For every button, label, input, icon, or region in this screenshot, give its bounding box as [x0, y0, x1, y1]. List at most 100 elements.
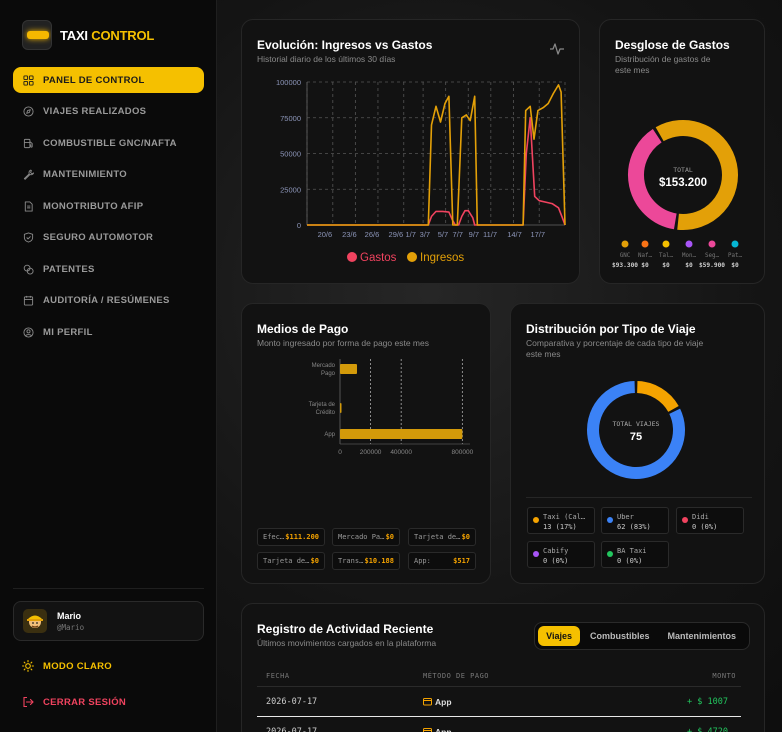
y-tick-label: 0	[297, 221, 301, 230]
activity-icon	[550, 43, 564, 55]
dashboard-icon	[22, 74, 34, 86]
trip-type-legend-item[interactable]: Didi 0 (0%)	[676, 507, 744, 534]
x-tick-label: 3/7	[420, 230, 430, 239]
tab-viajes[interactable]: Viajes	[538, 626, 580, 646]
fuel-icon	[22, 137, 34, 149]
donut-total-label: TOTAL VIAJES	[613, 420, 660, 428]
donut-slice-4[interactable]	[628, 129, 677, 230]
brand-name-part1: TAXI	[60, 27, 88, 43]
sidebar-item-label: PANEL DE CONTROL	[43, 74, 145, 86]
table-row[interactable]: 2026-07-17 App + $ 4720	[257, 716, 741, 732]
legend-label-ingresos[interactable]: Ingresos	[420, 252, 464, 264]
logout-button[interactable]: CERRAR SESIÓN	[22, 696, 126, 708]
tab-mantenimientos[interactable]: Mantenimientos	[667, 631, 736, 641]
sidebar-item-patentes[interactable]: PATENTES	[13, 256, 204, 282]
legend-label: Mon…	[682, 253, 696, 259]
legend-label: Seg…	[705, 253, 719, 259]
pill-label: Mercado Pa…	[338, 533, 385, 541]
series-line-ingresos	[307, 84, 566, 226]
sidebar-item-panel[interactable]: PANEL DE CONTROL	[13, 67, 204, 93]
legend-value: $0	[641, 262, 649, 269]
cell-monto: + $ 4720	[687, 727, 728, 732]
legend-swatch-ingresos	[407, 252, 417, 262]
sidebar-item-label: VIAJES REALIZADOS	[43, 106, 147, 117]
compass-icon	[22, 106, 34, 118]
sidebar-nav: PANEL DE CONTROL VIAJES REALIZADOS COMBUST…	[13, 67, 204, 351]
table-row[interactable]: 2026-07-17 App + $ 1007	[257, 686, 741, 715]
payment-summary-pill: Efec… $111.200	[257, 528, 325, 546]
legend-detail: 0 (0%)	[543, 557, 569, 565]
y-tick-label: Pago	[321, 371, 336, 377]
trip-type-legend-item[interactable]: Uber 62 (83%)	[601, 507, 669, 534]
bar-0[interactable]	[340, 364, 358, 374]
payment-summary-pill: Mercado Pa… $0	[332, 528, 400, 546]
donut-slice-0[interactable]	[636, 381, 679, 413]
donut-slice-0[interactable]	[655, 120, 738, 230]
sidebar-item-mi[interactable]: MI PERFIL	[13, 319, 204, 345]
pill-value: $10.188	[364, 557, 394, 565]
sidebar-item-viajes[interactable]: VIAJES REALIZADOS	[13, 99, 204, 125]
pill-label: Trans…	[338, 557, 364, 565]
legend-label: Cabify	[543, 547, 569, 555]
tab-combustibles[interactable]: Combustibles	[589, 631, 650, 641]
brand-name: TAXI CONTROL	[60, 28, 154, 43]
legend-label-gastos[interactable]: Gastos	[360, 252, 397, 264]
legend-value: $0	[662, 262, 670, 269]
sidebar-item-mantenimiento[interactable]: MANTENIMIENTO	[13, 162, 204, 188]
expenses-donut-chart: TOTAL$153.200GNC$93.300Naf…$0Tal…$0Mon…$…	[612, 120, 742, 269]
sidebar-item-label: COMBUSTIBLE GNC/NAFTA	[43, 137, 177, 149]
legend-dot	[685, 240, 693, 248]
user-name: Mario	[57, 610, 82, 621]
bar-1[interactable]	[340, 403, 342, 413]
legend-label: GNC	[620, 253, 631, 259]
y-tick-label: 25000	[280, 185, 301, 194]
payment-summary-pill: Tarjeta de… $0	[257, 552, 325, 570]
card-subtitle: Monto ingresado por forma de pago este m…	[257, 338, 429, 348]
sidebar-item-label: AUDITORÍA / RESÚMENES	[43, 295, 170, 306]
x-tick-label: 20/6	[318, 230, 333, 239]
sidebar-item-seguro[interactable]: SEGURO AUTOMOTOR	[13, 225, 204, 251]
trip-type-donut-chart: TOTAL VIAJES 75	[587, 381, 685, 479]
card-divider	[526, 497, 752, 498]
theme-toggle-button[interactable]: MODO CLARO	[22, 660, 112, 672]
sidebar-item-label: MI PERFIL	[43, 326, 93, 338]
legend-dot	[641, 240, 649, 248]
legend-label: Naf…	[638, 253, 652, 259]
x-tick-label: 11/7	[483, 230, 497, 239]
x-tick-label: 26/6	[365, 230, 380, 239]
legend-dot	[533, 517, 539, 523]
expenses-breakdown-card: Desglose de Gastos Distribución de gasto…	[599, 19, 765, 284]
column-header-fecha: FECHA	[266, 672, 290, 680]
sidebar-item-monotributo[interactable]: MONOTRIBUTO AFIP	[13, 193, 204, 219]
bar-2[interactable]	[340, 429, 463, 439]
sidebar: TAXI CONTROL PANEL DE CONTROL VIAJES REAL…	[0, 0, 217, 732]
donut-slice-1[interactable]	[587, 381, 685, 479]
card-title: Desglose de Gastos	[615, 38, 730, 52]
card-title: Medios de Pago	[257, 322, 349, 336]
wrench-icon	[22, 169, 34, 181]
sidebar-item-label: PATENTES	[43, 263, 95, 275]
trip-type-legend-item[interactable]: BA Taxi 0 (0%)	[601, 541, 669, 568]
sidebar-item-auditoría[interactable]: AUDITORÍA / RESÚMENES	[13, 288, 204, 314]
brand-logo[interactable]: TAXI CONTROL	[22, 20, 154, 50]
user-card[interactable]: Mario @Mario	[13, 601, 204, 641]
shield-icon	[22, 232, 34, 244]
recent-activity-card: Registro de Actividad Reciente Últimos m…	[241, 603, 765, 732]
card-subtitle: Distribución de gastos de este mes	[615, 54, 710, 76]
trip-type-legend-item[interactable]: Cabify 0 (0%)	[527, 541, 595, 568]
cell-metodo: App	[423, 697, 452, 707]
payment-summary-pill: Trans… $10.188	[332, 552, 400, 570]
donut-total-label: TOTAL	[673, 166, 693, 174]
payment-methods-chart: 0 200000 400000 800000 Mercado Pago Tarjeta de…	[309, 359, 474, 456]
trip-type-legend-item[interactable]: Taxi (Cal… 13 (17%)	[527, 507, 595, 534]
legend-dot	[708, 240, 716, 248]
x-tick-label: 800000	[452, 449, 474, 456]
sidebar-item-combustible[interactable]: COMBUSTIBLE GNC/NAFTA	[13, 130, 204, 156]
legend-detail: 0 (0%)	[617, 557, 643, 565]
legend-dot	[607, 551, 613, 557]
pill-value: $0	[385, 533, 394, 541]
pill-value: $517	[453, 557, 470, 565]
sidebar-item-label: MONOTRIBUTO AFIP	[43, 200, 144, 212]
legend-value: $0	[731, 262, 739, 269]
